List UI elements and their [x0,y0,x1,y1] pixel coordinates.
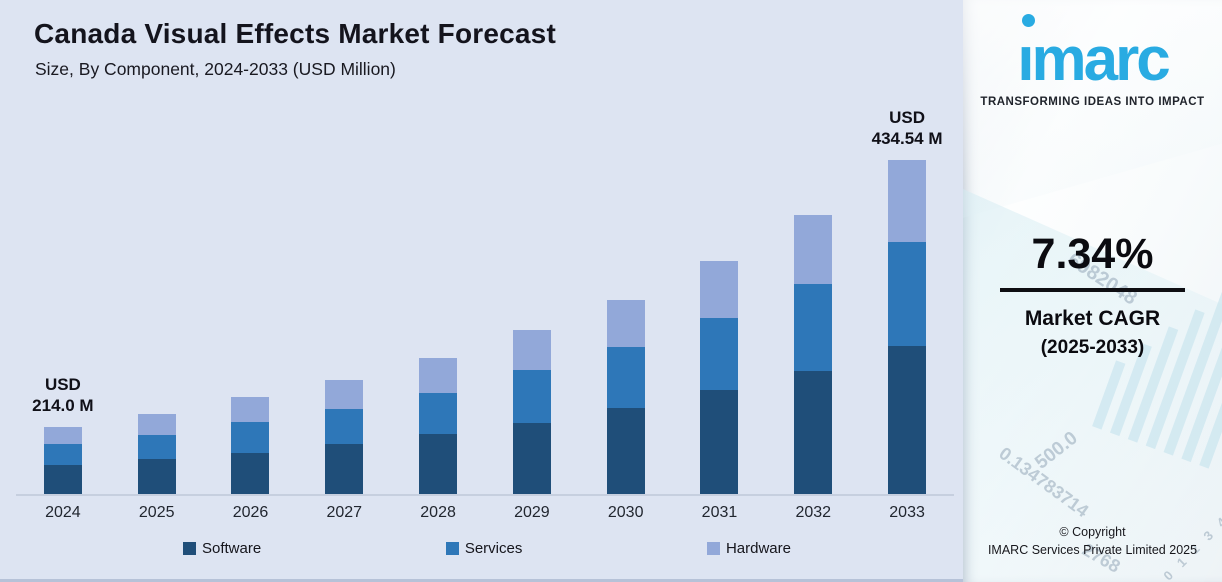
bar-segment-services [325,409,364,444]
legend-swatch-icon [445,542,459,555]
imarc-logo: ımarc TRANSFORMING IDEAS INTO IMPACT [963,14,1222,108]
stacked-bar-2027 [325,380,364,494]
stacked-bar-2024 [43,427,82,494]
plot-area: USD 214.0 M USD 434.54 M [16,108,954,496]
bar-segment-services [512,370,551,423]
logo-i-dot-icon [1022,14,1036,27]
stacked-bar-2025 [137,414,176,494]
chart-subtitle: Size, By Component, 2024-2033 (USD Milli… [35,59,396,79]
x-axis-label: 2025 [138,504,175,521]
stacked-bar-2032 [794,215,833,494]
bar-segment-software [231,453,270,494]
cagr-period: (2025-2033) [1040,337,1145,358]
brand-panel: 6982048 500.0 0.134783714 2768 0 1 2 3 4… [963,0,1222,582]
stacked-bar-2031 [700,261,739,494]
bar-segment-services [606,347,645,408]
legend-item-hardware: Hardware [706,540,791,557]
bar-segment-hardware [419,358,458,393]
bar-segment-services [419,393,458,434]
legend-swatch-icon [183,542,196,555]
bar-slot [485,162,579,494]
logo-word: ımarc [1017,25,1170,94]
bar-slot: USD 214.0 M [16,162,110,494]
x-axis-label: 2032 [795,504,832,521]
bar-segment-hardware [888,160,927,242]
bar-segment-hardware [512,330,551,370]
legend-item-services: Services [445,540,523,557]
bar-slot [766,162,860,494]
x-axis-label: 2028 [420,504,456,521]
bar-segment-software [512,423,551,494]
bar-segment-services [700,318,739,390]
bar-segment-services [794,284,833,371]
bar-segment-hardware [794,215,833,284]
bar-slot [297,162,391,494]
cagr-block: 7.34% Market CAGR (2025-2033) [963,230,1222,359]
bar-segment-software [606,408,645,494]
x-axis-label: 2030 [607,504,644,521]
bar-segment-software [419,434,458,494]
bar-slot [579,162,673,494]
bar-segment-hardware [137,414,176,435]
bar-slot [391,162,485,494]
bar-segment-services [231,422,270,453]
page-title: Canada Visual Effects Market Forecast [34,18,556,49]
cagr-value: 7.34% [1031,230,1154,278]
bar-value-label: USD 214.0 M [32,375,94,415]
copyright-line1: © Copyright [1059,524,1126,539]
bar-segment-software [700,390,739,494]
x-axis-labels: 2024 2025 2026 2027 2028 2029 2030 2031 2032 2033 [16,504,954,522]
x-axis-label: 2026 [232,504,269,521]
bar-segment-hardware [700,261,739,318]
bar-segment-hardware [43,427,82,444]
x-axis-label: 2033 [889,504,925,521]
bar-segment-hardware [325,380,364,409]
bar-segment-software [43,465,82,494]
legend-label: Services [464,540,523,557]
bar-slot [204,162,298,494]
legend-label: Software [202,540,262,557]
bar-segment-services [888,242,927,346]
cagr-label: Market CAGR [1024,307,1161,330]
bar-segment-hardware [231,397,270,422]
x-axis-label: 2029 [514,504,550,521]
logo-tagline: TRANSFORMING IDEAS INTO IMPACT [980,96,1205,108]
bar-slot [673,162,767,494]
bar-segment-services [137,435,176,459]
cagr-divider [1000,288,1185,292]
stacked-bar-2028 [419,358,458,494]
bar-segment-services [43,444,82,465]
bar-segment-software [137,459,176,494]
bar-segment-software [794,371,833,494]
x-axis-label: 2031 [701,504,738,521]
legend: Software Services Hardware [16,540,954,557]
bar-segment-software [325,444,364,494]
bar-segment-hardware [606,300,645,347]
bar-segment-software [888,346,927,494]
legend-item-software: Software [183,540,261,557]
imarc-logo-text: ımarc [1017,14,1171,94]
bar-slot [110,162,204,494]
chart-panel: Canada Visual Effects Market Forecast Si… [0,0,963,582]
legend-swatch-icon [706,542,720,555]
copyright: © Copyright IMARC Services Private Limit… [963,523,1222,561]
stacked-bar-2033 [888,160,927,494]
x-axis-label: 2024 [45,504,81,521]
stacked-bar-2026 [231,397,270,494]
copyright-line2: IMARC Services Private Limited 2025 [987,543,1198,558]
stacked-bar-2029 [512,330,551,494]
bar-slot: USD 434.54 M [860,108,954,494]
stacked-bar-2030 [606,300,645,494]
bar-value-label: USD 434.54 M [871,108,943,148]
legend-label: Hardware [725,540,791,557]
x-axis-label: 2027 [326,504,363,521]
